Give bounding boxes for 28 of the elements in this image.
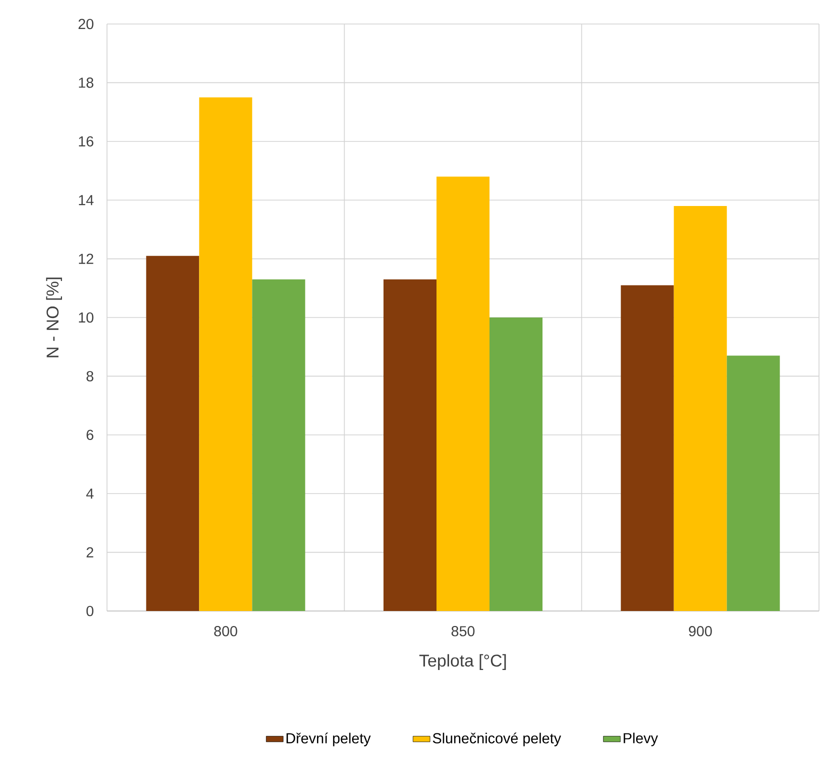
bar [384, 279, 437, 611]
y-tick-label: 8 [86, 371, 94, 382]
bar [436, 176, 490, 611]
bar [199, 97, 252, 611]
legend-label: Dřevní pelety [286, 732, 371, 746]
legend-label: Slunečnicové pelety [432, 732, 562, 746]
y-tick-label: 16 [78, 136, 94, 147]
bar [490, 317, 543, 611]
x-tick-label: 850 [452, 626, 475, 636]
x-tick-label: 900 [688, 626, 712, 636]
y-tick-label: 4 [86, 488, 94, 499]
y-tick-label: 6 [86, 430, 94, 440]
bar [674, 206, 727, 611]
y-tick-label: 20 [78, 18, 94, 30]
bar [146, 256, 200, 611]
y-axis-title: N - NO [%] [46, 278, 62, 358]
bar [620, 285, 674, 611]
x-tick-label: 800 [214, 626, 238, 636]
y-tick-label: 10 [78, 312, 94, 323]
y-tick-label: 0 [86, 606, 94, 616]
bar [252, 279, 306, 611]
bar [726, 356, 780, 611]
y-tick-label: 14 [78, 195, 94, 206]
y-tick-label: 2 [86, 547, 94, 558]
y-tick-label: 12 [78, 254, 94, 264]
x-axis-title: Teplota [°C] [419, 654, 506, 670]
legend-label: Plevy [624, 732, 658, 746]
y-tick-label: 18 [78, 78, 94, 88]
